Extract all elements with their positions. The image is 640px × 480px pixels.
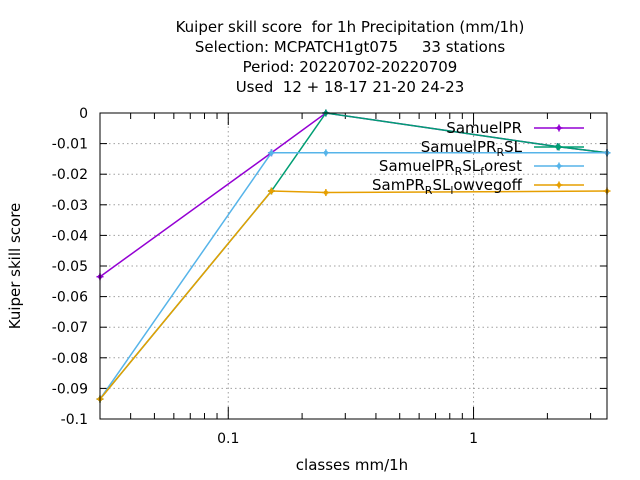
legend-label: SamuelPR (446, 119, 522, 137)
title-line: Period: 20220702-20220709 (243, 58, 458, 76)
series-line (99, 112, 608, 400)
data-point (267, 187, 275, 195)
x-axis-label: classes mm/1h (296, 456, 408, 474)
title-line: Selection: MCPATCH1gt075 33 stations (195, 38, 505, 56)
legend-marker (555, 162, 563, 170)
data-point (267, 149, 275, 157)
grid-lines (100, 113, 607, 419)
legend-marker (555, 143, 563, 151)
series-lines (96, 109, 611, 403)
series-line (99, 190, 608, 400)
series-line (99, 152, 607, 400)
y-axis-label: Kuiper skill score (6, 203, 24, 330)
y-tick-label: -0.06 (52, 290, 88, 306)
y-tick-label: -0.01 (52, 137, 88, 153)
legend: SamuelPRSamuelPRRSLSamuelPRRSLforestSamP… (372, 119, 584, 197)
y-tick-label: -0.05 (52, 259, 88, 275)
tick-labels: 0 -0.01 -0.02 -0.03 -0.04 -0.05 -0.06 -0.07 -0.0… (52, 106, 478, 447)
legend-label: SamuelPRRSL (421, 138, 523, 159)
legend-marker (555, 181, 563, 189)
x-tick-label: 0.1 (217, 431, 239, 447)
y-tick-label: -0.07 (52, 320, 88, 336)
y-tick-label: -0.02 (52, 167, 88, 183)
data-point (322, 149, 330, 157)
legend-marker (555, 124, 563, 132)
data-point (322, 189, 330, 197)
series-line (99, 112, 608, 278)
y-tick-label: -0.1 (61, 412, 88, 428)
y-tick-label: -0.08 (52, 351, 88, 367)
title-line: Used 12 + 18-17 21-20 24-23 (236, 78, 465, 96)
y-tick-label: -0.04 (52, 228, 88, 244)
title-line: Kuiper skill score for 1h Precipitation … (176, 18, 525, 36)
plot-frame (99, 112, 608, 420)
chart-title: Kuiper skill score for 1h Precipitation … (176, 18, 525, 96)
y-tick-label: 0 (79, 106, 88, 122)
legend-label: SamuelPRRSLforest (379, 157, 522, 178)
y-tick-label: -0.09 (52, 381, 88, 397)
legend-label: SamPRRSLlowvegoff (372, 176, 523, 197)
x-tick-label: 1 (469, 431, 478, 447)
y-tick-label: -0.03 (52, 198, 88, 214)
